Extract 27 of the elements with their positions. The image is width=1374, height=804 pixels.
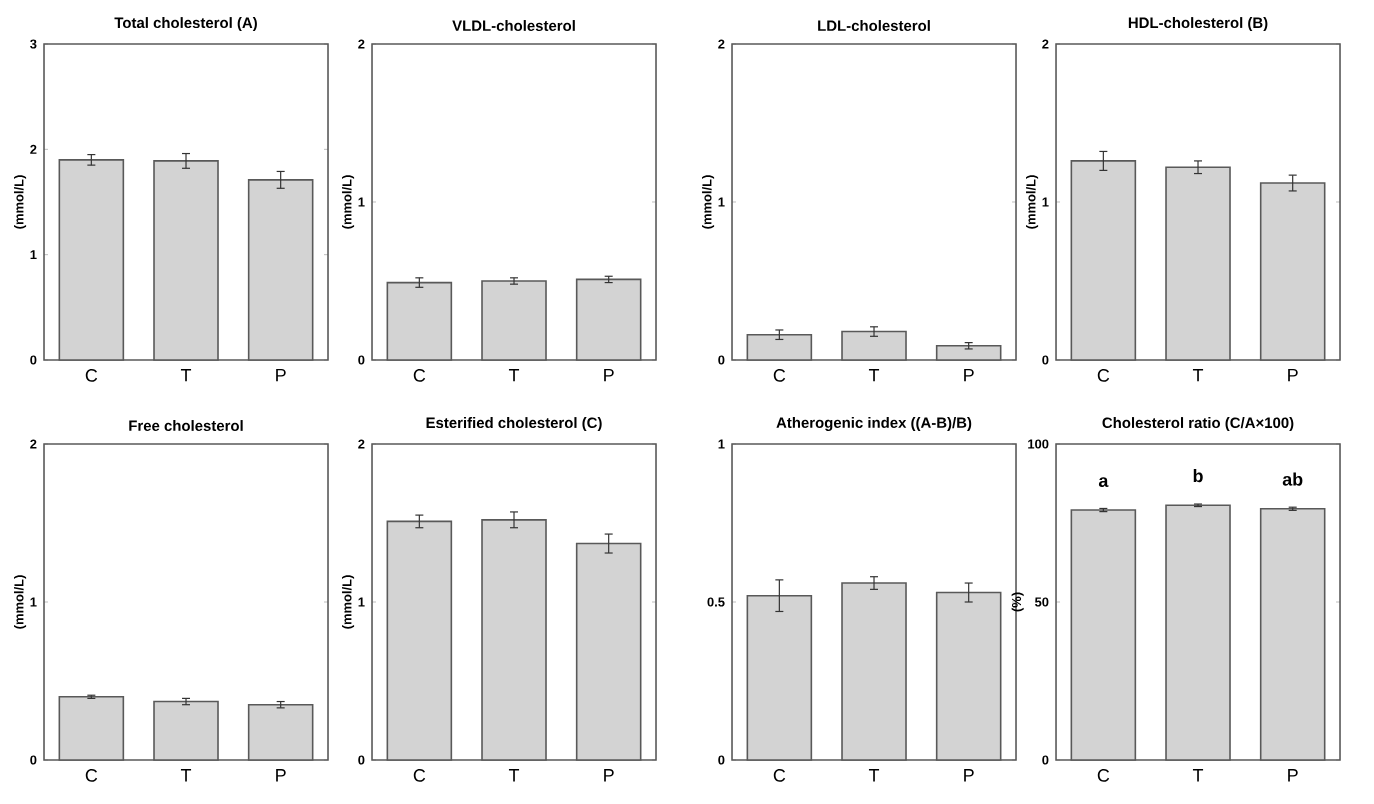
annotation: b <box>1193 469 1203 483</box>
annotation: ab <box>1282 472 1303 486</box>
x-tick-label: T <box>508 769 520 782</box>
x-tick-label: C <box>85 769 98 782</box>
x-tick-label: T <box>868 369 880 382</box>
x-tick-label: P <box>964 369 974 382</box>
x-tick-label: C <box>773 769 786 782</box>
x-tick-label: T <box>180 769 192 782</box>
x-tick-label: T <box>1192 369 1204 382</box>
x-tick-label: P <box>604 369 614 382</box>
x-tick-label: P <box>276 369 286 382</box>
x-tick-label: P <box>964 769 974 782</box>
x-tick-label: C <box>85 369 98 382</box>
annotation: a <box>1098 477 1109 488</box>
x-tick-label: T <box>868 769 880 782</box>
x-tick-label: C <box>413 369 426 382</box>
x-tick-label: P <box>604 769 614 782</box>
x-tick-label: C <box>1097 769 1110 782</box>
x-tick-label: T <box>180 369 192 382</box>
x-tick-label: T <box>1192 769 1204 782</box>
x-tick-label: P <box>1288 769 1298 782</box>
x-tick-label: P <box>1288 369 1298 382</box>
x-tick-label: C <box>1097 369 1110 382</box>
x-tick-label: T <box>508 369 520 382</box>
x-tick-label: P <box>276 769 286 782</box>
x-tick-label: C <box>773 369 786 382</box>
x-tick-label: C <box>413 769 426 782</box>
